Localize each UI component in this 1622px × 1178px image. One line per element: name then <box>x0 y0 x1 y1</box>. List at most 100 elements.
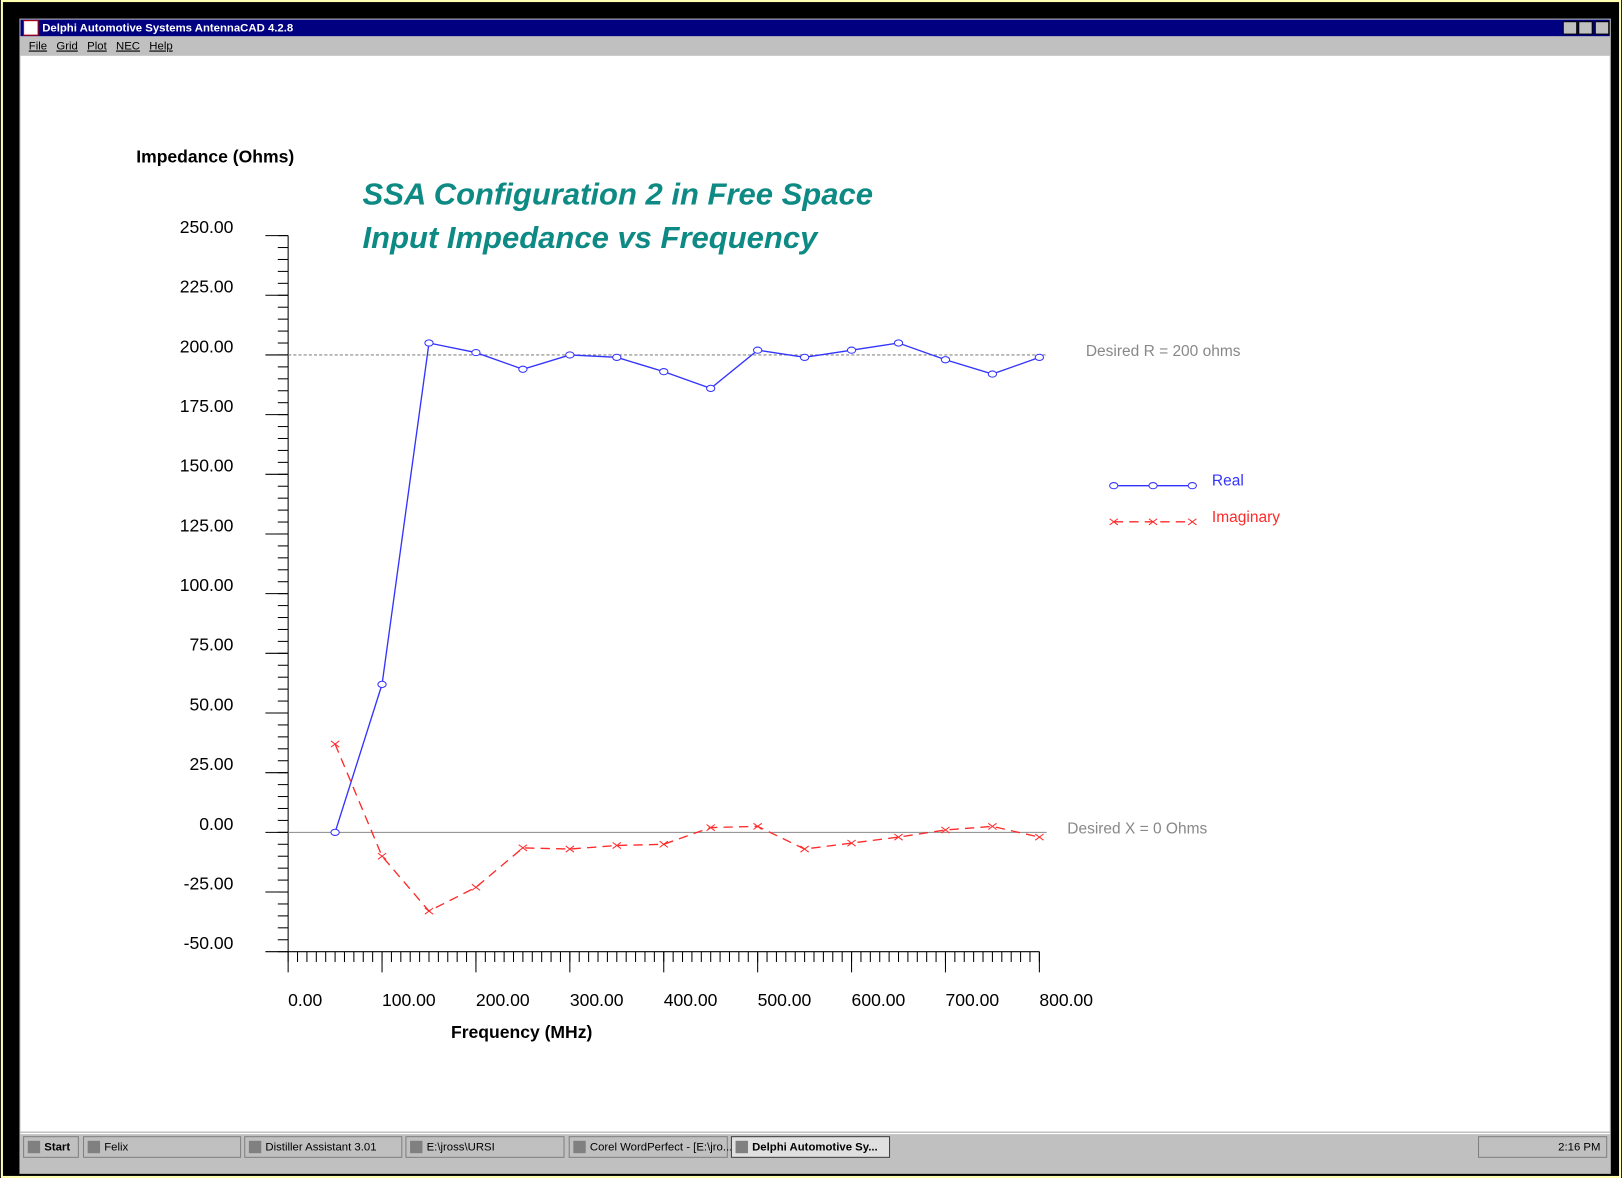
taskbar-button[interactable] <box>568 1136 728 1158</box>
data-point <box>894 833 903 841</box>
taskbar-button[interactable] <box>244 1136 403 1158</box>
y-tick-label: 50.00 <box>189 694 233 714</box>
taskbar-icon <box>735 1140 748 1154</box>
system-tray <box>1478 1136 1608 1158</box>
taskbar-icon <box>27 1140 41 1154</box>
y-tick-label: 0.00 <box>199 814 233 834</box>
reference-label: Desired X = 0 Ohms <box>1067 820 1207 837</box>
legend-marker <box>1109 518 1119 526</box>
chart-title: SSA Configuration 2 in Free Space <box>363 177 873 212</box>
taskbar-icon <box>248 1140 262 1154</box>
data-point <box>377 852 387 860</box>
data-point <box>518 844 528 852</box>
y-tick-label: -50.00 <box>184 933 234 953</box>
x-tick-label: 600.00 <box>852 990 906 1010</box>
taskbar-label: E:\jross\URSI <box>427 1142 495 1154</box>
legend-marker <box>1187 518 1197 526</box>
series-line <box>334 342 1040 833</box>
chart: SSA Configuration 2 in Free Space Input I… <box>136 147 1280 1042</box>
y-tick-label: 150.00 <box>180 456 234 476</box>
y-tick-label: 250.00 <box>180 217 234 237</box>
legend-marker <box>1187 482 1197 490</box>
x-tick-label: 700.00 <box>945 990 999 1010</box>
data-point <box>424 907 434 915</box>
data-point <box>799 353 810 361</box>
y-tick-label: 75.00 <box>189 635 233 655</box>
y-tick-label: 175.00 <box>180 396 234 416</box>
data-point <box>565 351 575 359</box>
menu-item[interactable]: Grid <box>56 41 77 53</box>
data-point <box>424 339 434 347</box>
taskbar-icon <box>87 1140 101 1154</box>
title-bar <box>20 19 1610 37</box>
data-point <box>471 883 481 891</box>
taskbar-label: Corel WordPerfect - [E:\jro... <box>590 1142 732 1154</box>
reference-label: Desired R = 200 ohms <box>1086 343 1241 360</box>
data-point <box>753 346 763 354</box>
taskbar-items: Start Felix Distiller Assistant 3.01 E:\jro… <box>23 1136 1608 1158</box>
data-point <box>612 353 622 361</box>
menu-item[interactable]: File <box>29 41 47 53</box>
y-tick-label: 225.00 <box>180 277 234 297</box>
data-point <box>1034 353 1045 361</box>
client-area <box>20 55 1610 1132</box>
legend-label: Imaginary <box>1212 509 1280 526</box>
taskbar-button[interactable] <box>405 1136 565 1158</box>
legend-marker <box>1148 482 1158 490</box>
minimize-button[interactable] <box>1562 21 1578 35</box>
data-point <box>847 839 857 847</box>
data-point <box>987 822 997 830</box>
y-tick-label: -25.00 <box>184 873 234 893</box>
taskbar-icon <box>573 1140 586 1154</box>
data-point <box>940 356 951 364</box>
y-tick-label: 200.00 <box>180 336 234 356</box>
restore-button[interactable] <box>1578 21 1593 35</box>
y-tick-label: 100.00 <box>180 575 234 595</box>
legend-label: Real <box>1212 473 1244 490</box>
data-point <box>800 845 810 853</box>
x-tick-label: 100.00 <box>382 990 436 1010</box>
data-point <box>659 368 669 376</box>
x-tick-label: 200.00 <box>476 990 530 1010</box>
menu-item[interactable]: Help <box>149 41 172 53</box>
taskbar-label: Start <box>44 1142 70 1154</box>
series-line <box>334 743 1040 912</box>
data-point <box>706 384 716 392</box>
app-icon <box>23 20 39 36</box>
taskbar-button[interactable] <box>730 1136 891 1158</box>
taskbar-label: Distiller Assistant 3.01 <box>265 1142 376 1154</box>
menu-item[interactable]: NEC <box>116 41 140 53</box>
data-point <box>612 841 622 849</box>
clock: 2:16 PM <box>1558 1142 1600 1154</box>
legend-marker <box>1109 482 1119 490</box>
y-tick-label: 25.00 <box>189 754 233 774</box>
data-point <box>753 822 763 830</box>
close-button[interactable] <box>1594 21 1610 35</box>
x-axis-label: Frequency (MHz) <box>451 1022 592 1042</box>
x-tick-label: 300.00 <box>570 990 624 1010</box>
chart-subtitle: Input Impedance vs Frequency <box>363 220 820 255</box>
data-point <box>941 826 950 834</box>
data-point <box>377 680 387 688</box>
taskbar-label: Felix <box>104 1142 128 1154</box>
y-axis-label: Impedance (Ohms) <box>136 147 294 167</box>
window-title: Delphi Automotive Systems AntennaCAD 4.2… <box>42 22 293 34</box>
y-tick-label: 125.00 <box>180 515 234 535</box>
x-tick-label: 800.00 <box>1039 990 1093 1010</box>
taskbar-label: Delphi Automotive Sy... <box>752 1142 878 1154</box>
data-point <box>659 840 669 848</box>
data-point <box>893 339 904 347</box>
data-point <box>518 365 528 373</box>
x-tick-label: 500.00 <box>758 990 812 1010</box>
x-tick-label: 400.00 <box>664 990 718 1010</box>
data-point <box>706 824 716 832</box>
menu-item[interactable]: Plot <box>87 41 107 53</box>
taskbar-icon <box>410 1140 423 1154</box>
data-point <box>471 348 481 357</box>
taskbar-button[interactable] <box>83 1136 242 1158</box>
legend-marker <box>1148 518 1158 526</box>
data-point <box>565 845 575 853</box>
